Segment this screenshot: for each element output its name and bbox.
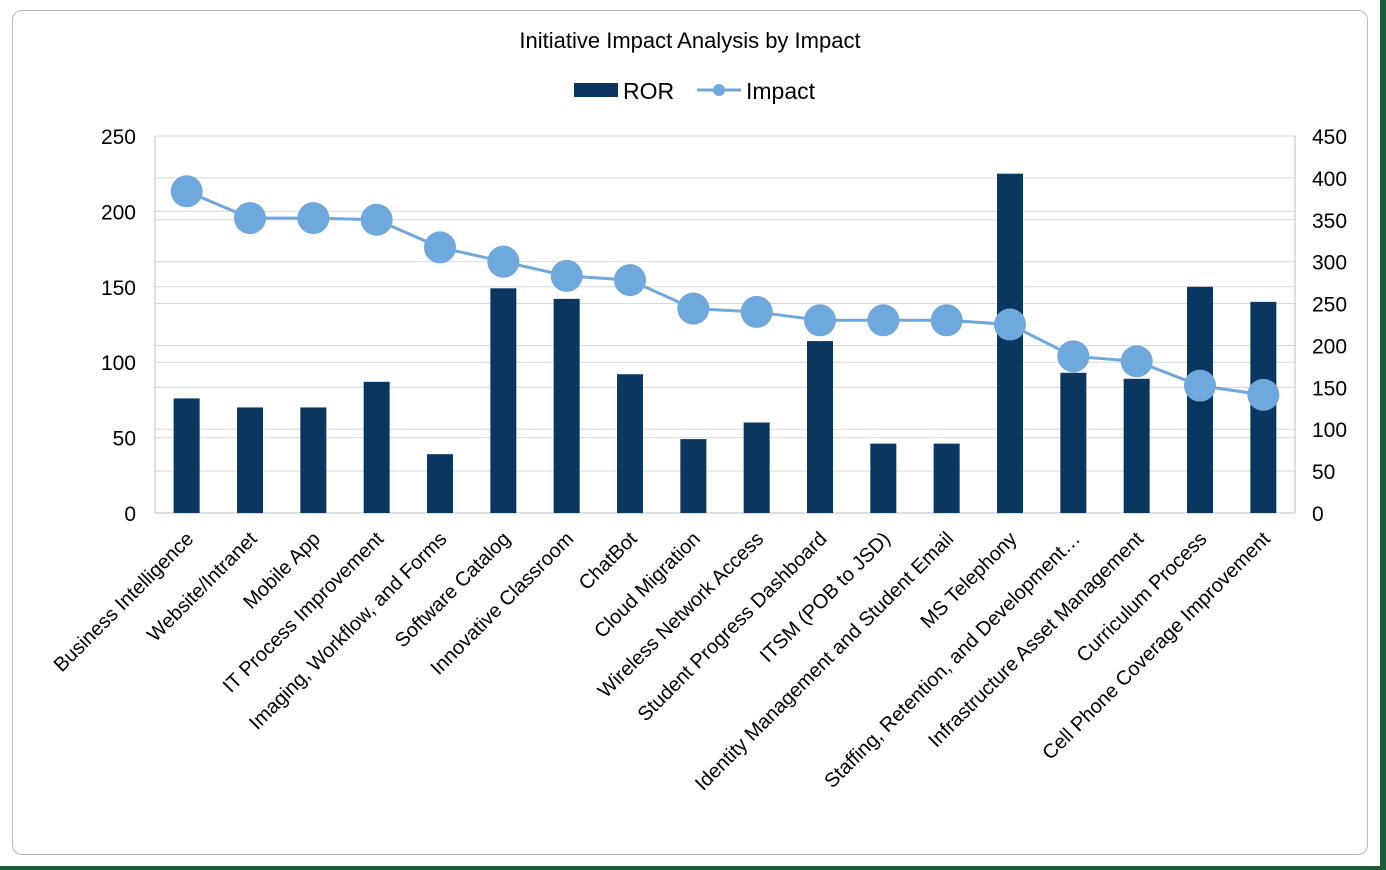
right-tick-label: 450: [1312, 126, 1347, 149]
category-label: Website/Intranet: [143, 528, 262, 647]
left-axis-ticks: 0 50 100 150 200 250: [101, 126, 136, 526]
impact-point: [487, 245, 520, 278]
impact-point: [614, 264, 646, 297]
chart-title: Initiative Impact Analysis by Impact: [519, 28, 860, 53]
impact-point: [297, 202, 330, 235]
left-tick-label: 250: [101, 126, 136, 149]
legend-marker-impact: [713, 84, 725, 96]
impact-point: [994, 308, 1026, 341]
ror-bar: [933, 443, 960, 513]
ror-bar: [173, 398, 200, 513]
ror-bar: [743, 422, 770, 513]
right-tick-label: 350: [1312, 210, 1347, 233]
category-labels: Business IntelligenceWebsite/IntranetMob…: [50, 528, 1275, 795]
legend-swatch-ror: [574, 83, 618, 97]
category-label: Software Catalog: [391, 528, 515, 652]
impact-series-line: [186, 189, 1264, 397]
right-axis-ticks: 0 50 100 150 200 250 300 350 400 450: [1312, 126, 1347, 526]
ror-bar: [1060, 372, 1087, 513]
ror-bar: [997, 173, 1023, 513]
right-tick-label: 250: [1312, 294, 1347, 317]
impact-point: [1120, 345, 1153, 378]
ror-bar: [363, 381, 390, 513]
gridlines: [154, 135, 1296, 514]
legend-label-impact: Impact: [746, 78, 816, 104]
right-tick-label: 50: [1312, 461, 1335, 484]
impact-point: [234, 202, 266, 235]
ror-bars: [173, 173, 1277, 513]
left-tick-label: 150: [101, 277, 136, 300]
right-tick-label: 400: [1312, 168, 1347, 191]
left-tick-label: 200: [101, 201, 136, 224]
right-tick-label: 300: [1312, 252, 1347, 275]
ror-bar: [553, 298, 580, 513]
ror-bar: [237, 407, 263, 513]
impact-point: [170, 175, 203, 208]
right-tick-label: 0: [1312, 503, 1324, 526]
ror-bar: [680, 439, 707, 513]
impact-point: [550, 259, 583, 292]
impact-point: [1057, 340, 1090, 373]
impact-point: [804, 304, 836, 337]
left-tick-label: 0: [124, 503, 136, 526]
legend: ROR Impact: [574, 78, 816, 104]
ror-bar: [1123, 378, 1150, 513]
impact-point: [424, 231, 456, 264]
impact-point: [1184, 369, 1216, 402]
ror-bar: [300, 407, 327, 513]
ror-bar: [870, 443, 897, 513]
left-tick-label: 50: [113, 428, 136, 451]
category-label: Cell Phone Coverage Improvement: [1038, 528, 1275, 765]
ror-bar: [807, 341, 833, 513]
impact-point: [1247, 378, 1280, 411]
right-tick-label: 200: [1312, 335, 1347, 358]
left-tick-label: 100: [101, 352, 136, 375]
impact-point: [867, 304, 900, 337]
impact-point: [677, 292, 710, 325]
ror-bar: [427, 454, 453, 513]
right-tick-label: 150: [1312, 377, 1347, 400]
right-tick-label: 100: [1312, 419, 1347, 442]
legend-label-ror: ROR: [623, 78, 674, 104]
impact-point: [360, 203, 393, 236]
ror-bar: [617, 374, 643, 513]
impact-point: [930, 304, 963, 337]
ror-bar: [490, 288, 517, 513]
impact-line: [170, 175, 1280, 411]
impact-point: [740, 295, 773, 328]
